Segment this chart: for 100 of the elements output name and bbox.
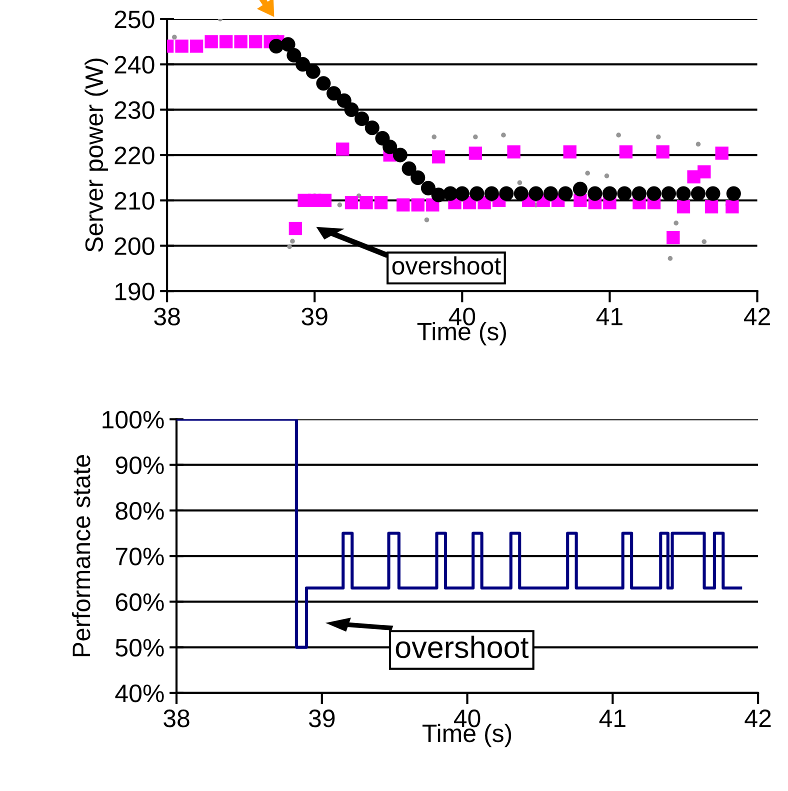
point (411, 198, 424, 212)
point (468, 146, 482, 160)
point (726, 200, 739, 214)
point (563, 145, 576, 158)
point (286, 48, 302, 63)
point (656, 134, 661, 140)
point (674, 220, 679, 226)
point (517, 180, 522, 186)
point (656, 145, 670, 158)
point (432, 150, 446, 164)
point (374, 196, 388, 210)
point (616, 132, 621, 138)
point (364, 120, 380, 136)
y-tick-label: 200 (114, 237, 154, 256)
point (344, 196, 358, 210)
point (704, 200, 718, 214)
x-tick-label: 41 (599, 710, 626, 728)
point (249, 35, 262, 48)
y-tick-label: 220 (114, 146, 154, 164)
point (296, 57, 310, 72)
point (558, 186, 573, 201)
point (402, 161, 416, 176)
point (316, 76, 331, 91)
point (690, 186, 706, 201)
point (172, 34, 177, 40)
x-tick-label: 42 (744, 710, 771, 728)
y-tick-label: 50% (116, 638, 164, 657)
x-tick-label: 39 (308, 710, 335, 728)
x-tick-label: 41 (596, 308, 622, 326)
annotation: overshoot (392, 256, 501, 275)
y-tick-label: 240 (114, 56, 154, 74)
point (666, 230, 680, 244)
point (646, 186, 662, 201)
point (354, 111, 370, 126)
point (698, 165, 711, 178)
point (702, 239, 707, 244)
point (470, 186, 484, 201)
point (268, 38, 284, 54)
point (676, 200, 690, 214)
point (602, 186, 617, 201)
point (572, 182, 588, 196)
point (661, 186, 676, 201)
point (588, 186, 602, 201)
x-tick-label: 42 (744, 308, 770, 326)
point (420, 180, 436, 196)
point (619, 145, 633, 158)
point (290, 238, 295, 244)
point (454, 186, 470, 201)
point (473, 134, 478, 140)
point (280, 37, 296, 52)
point (543, 186, 558, 201)
point (336, 142, 350, 156)
point (288, 222, 302, 236)
point (360, 196, 373, 210)
point (726, 186, 741, 201)
annotation: overshoot (396, 636, 529, 658)
y-tick-label: 80% (116, 502, 164, 520)
point (392, 148, 408, 162)
y-axis-title: Server power (W) (84, 58, 108, 252)
point (219, 35, 233, 48)
point (499, 186, 514, 201)
point (501, 132, 506, 138)
x-tick-label: 38 (164, 710, 190, 728)
y-tick-label: 250 (114, 10, 154, 28)
x-tick-label: 39 (302, 308, 328, 326)
y-axis-title: Performance state (72, 455, 90, 656)
point (715, 146, 728, 160)
point (306, 64, 320, 79)
point (190, 40, 204, 53)
point (204, 35, 218, 48)
y-tick-label: 100% (102, 410, 164, 429)
point (604, 173, 610, 178)
point (326, 86, 342, 101)
point (344, 102, 359, 117)
y-tick-label: 90% (116, 456, 164, 474)
y-tick-label: 40% (115, 684, 164, 702)
point (617, 186, 632, 201)
point (484, 186, 499, 201)
point (234, 35, 248, 48)
y-tick-label: 60% (116, 593, 164, 611)
point (632, 186, 647, 201)
point (337, 202, 342, 208)
point (424, 217, 430, 222)
point (676, 186, 691, 201)
point (318, 194, 332, 207)
point (668, 256, 673, 261)
point (287, 244, 292, 250)
point (410, 170, 426, 185)
point (175, 40, 188, 53)
point (514, 186, 528, 201)
y-tick-label: 70% (116, 548, 164, 566)
point (432, 134, 437, 140)
y-tick-label: 210 (114, 192, 154, 210)
point (396, 198, 410, 212)
y-tick-label: 190 (115, 282, 154, 300)
point (696, 142, 701, 147)
point (507, 145, 520, 158)
x-tick-label: 38 (154, 308, 180, 326)
y-tick-label: 230 (114, 101, 154, 119)
point (585, 170, 590, 176)
